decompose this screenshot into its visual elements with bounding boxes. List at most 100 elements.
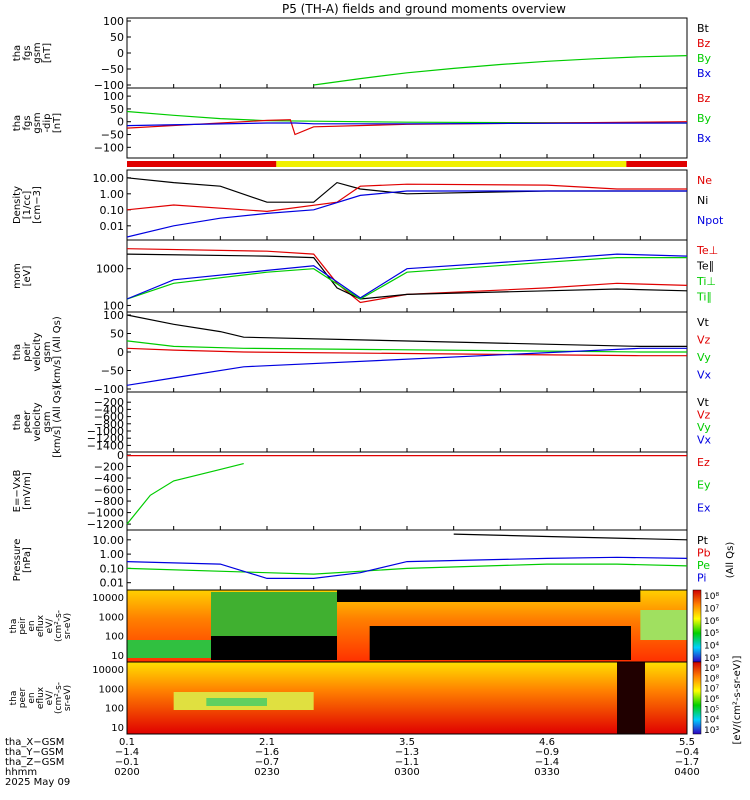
ytick-label: 1.00	[100, 188, 125, 201]
ylabel-line: peer	[18, 687, 28, 708]
colorbar-tick: 10⁷	[704, 685, 719, 695]
legend-Ey: Ey	[697, 479, 711, 492]
series-line-Pe	[126, 563, 688, 575]
ylabel-line: gsm	[32, 112, 43, 133]
ylabel-line: tha	[12, 414, 23, 430]
legend-Vx: Vx	[697, 369, 712, 382]
legend-Vz: Vz	[697, 334, 711, 347]
legend-Bt: Bt	[697, 22, 710, 35]
legend-Vz: Vz	[697, 409, 711, 422]
legend-Te∥: Te∥	[696, 260, 714, 273]
series-line-Vz	[126, 347, 687, 357]
colorbar	[692, 661, 702, 735]
colorbar	[692, 589, 702, 663]
xaxis-value: 0300	[394, 767, 419, 778]
ylabel-line: velocity	[32, 332, 43, 371]
legend-Bz: Bz	[697, 37, 711, 50]
ylabel-line: en	[27, 620, 37, 631]
ytick-label: 10	[111, 651, 124, 662]
spec-green-right	[640, 610, 687, 640]
ylabel-line: [cm−3]	[32, 186, 43, 224]
series-line-Ti⊥	[126, 257, 687, 300]
legend-Vx: Vx	[697, 434, 712, 447]
ytick-label: −100	[94, 79, 124, 92]
ytick-label: 100	[105, 632, 124, 643]
legend-Npot: Npot	[697, 214, 724, 227]
colorbar-tick: 10⁷	[704, 604, 719, 614]
series-line-Pt	[453, 533, 688, 541]
legend-Bx: Bx	[697, 67, 712, 80]
ytick-label: 100	[103, 309, 124, 322]
panel-region_bar	[127, 161, 687, 167]
legend-Ni: Ni	[697, 194, 708, 207]
panel-e_vxb: 0−200−400−600−800−1000−1200 Ez Ey Ex E=−VxB[…	[12, 449, 711, 531]
region-segment-2	[626, 161, 687, 167]
ylabel-line: (cm²-s-	[54, 610, 64, 642]
spec-black-low	[211, 636, 337, 660]
series-line-Vt	[126, 314, 687, 347]
legend-Vt: Vt	[697, 396, 710, 409]
panel-frame	[126, 661, 688, 735]
legend-Bx: Bx	[697, 132, 712, 145]
ytick-label: 0	[117, 346, 124, 359]
xaxis-value: −1.1	[395, 757, 419, 768]
ytick-label: 100	[103, 90, 124, 103]
xaxis-value: −1.3	[395, 747, 419, 758]
xaxis-value: −1.4	[115, 747, 139, 758]
ytick-label: −1000	[87, 425, 124, 438]
xaxis-value: 4.6	[539, 737, 555, 748]
ylabel-line: fgs	[22, 115, 33, 130]
legend-Ti∥: Ti∥	[696, 291, 712, 304]
ylabel-line: tha	[12, 115, 23, 131]
panel-density: 10.00 1.00 0.10 0.01 Ne Ni Npot Density [1/cc] [c…	[12, 169, 724, 241]
xaxis-row-label: tha_Z−GSM	[5, 757, 64, 768]
series-line-Te⊥	[126, 248, 688, 304]
legend-Bz: Bz	[697, 92, 711, 105]
legend-Vt: Vt	[697, 316, 710, 329]
ylabel-line: [1/cc]	[22, 191, 33, 220]
ytick-label: 10.00	[93, 172, 125, 185]
ytick-label: 100	[105, 704, 124, 715]
ylabel-line: gsm	[42, 411, 53, 432]
legend-By: By	[697, 52, 712, 65]
ylabel-line: [eV]	[22, 266, 33, 287]
ytick-label: 1000	[96, 263, 124, 276]
xaxis-value: 0330	[534, 767, 559, 778]
ytick-label: 0.10	[100, 204, 125, 217]
colorbar-label: [eV/(cm²-s-sr-eV)]	[732, 655, 743, 744]
panel-fgs_gsm: 100 50 0 −50 −100 Bt Bz By Bx tha fgs gsm [nT]	[12, 15, 712, 92]
spec-dark-strip	[617, 662, 645, 734]
ylabel-line: tha	[12, 344, 23, 360]
ytick-label: 0.10	[100, 562, 125, 575]
colorbar-tick: 10⁵	[704, 629, 719, 639]
ytick-label: −600	[94, 411, 124, 424]
xaxis-row-label: 2025 May 09	[5, 777, 70, 788]
ytick-label: 0	[117, 449, 124, 462]
ytick-label: −100	[94, 141, 124, 154]
ytick-label: −200	[94, 396, 124, 409]
ytick-label: 50	[110, 31, 124, 44]
ylabel-line: tha	[9, 691, 19, 706]
ylabel-line: Pressure	[12, 539, 23, 582]
series-line-Bx	[126, 122, 688, 127]
ytick-label: 0.01	[100, 577, 125, 590]
colorbar-tick: 10⁴	[704, 642, 719, 652]
spectrogram-blocks	[127, 662, 687, 734]
ylabel-line: [km/s] (All Qs)	[52, 386, 63, 458]
colorbar-tick: 10⁵	[704, 705, 719, 715]
xaxis-value: 0400	[674, 767, 699, 778]
spectrogram-blocks	[127, 590, 687, 662]
ytick-label: −50	[101, 365, 124, 378]
panel-frame	[126, 17, 688, 89]
ylabel-line: -dip	[42, 113, 53, 132]
colorbar-tick: 10⁴	[704, 716, 719, 726]
ytick-label: 0	[117, 47, 124, 60]
series-line-By	[313, 55, 688, 86]
xaxis-value: 0.1	[119, 737, 135, 748]
ytick-label: 50	[110, 328, 124, 341]
xaxis-row-label: hhmm	[5, 767, 37, 778]
